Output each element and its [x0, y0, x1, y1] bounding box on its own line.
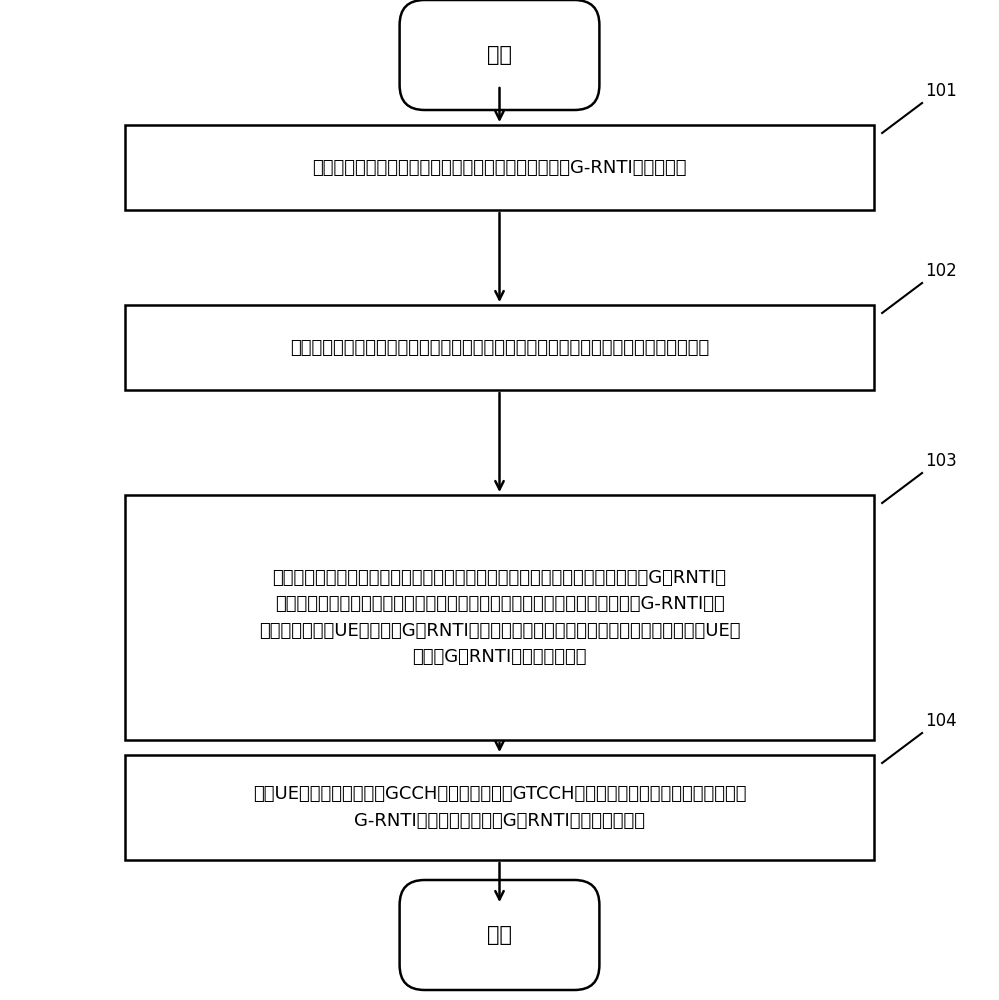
FancyBboxPatch shape [400, 880, 599, 990]
Text: 101: 101 [925, 82, 957, 100]
Text: 104: 104 [925, 712, 957, 730]
Text: 基站根据预设的业务调度优先级顺序，确定当前各业务的调度命令占用公共空间的优先级: 基站根据预设的业务调度优先级顺序，确定当前各业务的调度命令占用公共空间的优先级 [290, 338, 709, 357]
Text: 在当前的调度子帧，预设一群组无线网络临时标识符（G-RNTI）扩展空间: 在当前的调度子帧，预设一群组无线网络临时标识符（G-RNTI）扩展空间 [313, 158, 686, 176]
Text: 结束: 结束 [487, 925, 512, 945]
Bar [125, 495, 874, 740]
Bar [125, 305, 874, 390]
Text: 根据所述各业务的调度命令占用公共空间的优先级，判断所述公共空间是否被比G－RNTI加
扰的调度命令的优先级高的其他业务的调度命令所占用，如果是，则利用所述G-R: 根据所述各业务的调度命令占用公共空间的优先级，判断所述公共空间是否被比G－RNT… [259, 569, 740, 666]
Text: 开始: 开始 [487, 45, 512, 65]
Text: 所述UE根据群组控制信道GCCH和群组业务信道GTCCH的并发情况，在所述公共空间或所述
G-RNTI扩展空间搜索所述G－RNTI加扰的调度命令: 所述UE根据群组控制信道GCCH和群组业务信道GTCCH的并发情况，在所述公共空… [253, 785, 746, 830]
Bar [125, 125, 874, 210]
Bar [125, 755, 874, 860]
Text: 102: 102 [925, 262, 957, 280]
FancyBboxPatch shape [400, 0, 599, 110]
Text: 103: 103 [925, 452, 957, 470]
